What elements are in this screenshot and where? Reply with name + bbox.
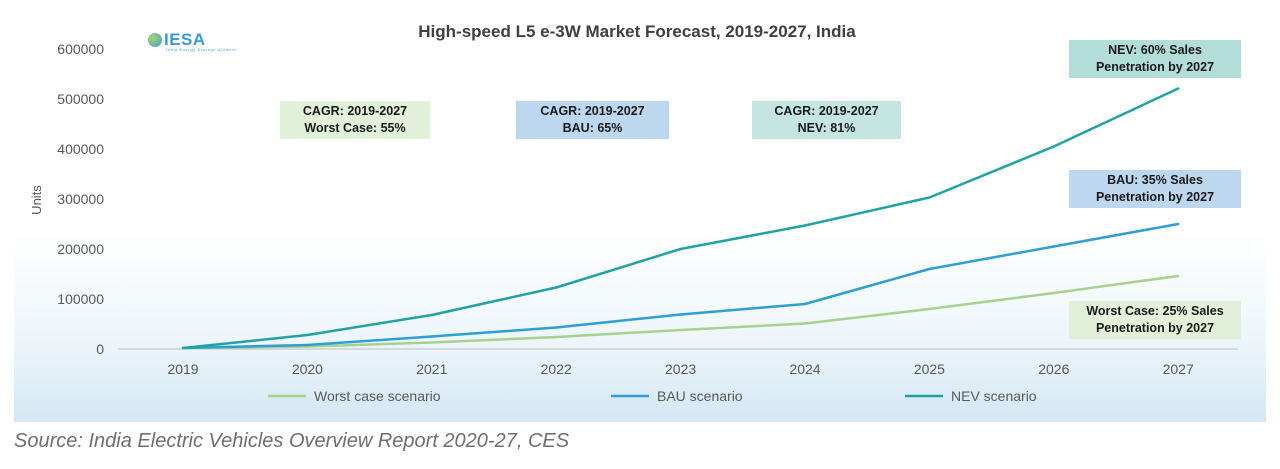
logo-globe-icon	[148, 33, 162, 47]
bau-data-point	[306, 343, 309, 347]
worst-data-point	[679, 328, 682, 332]
y-tick-label: 600000	[57, 41, 104, 57]
cagr-bau-box: CAGR: 2019-2027 BAU: 65%	[516, 101, 669, 139]
chart-panel	[14, 0, 1266, 422]
x-tick-label: 2021	[416, 361, 447, 377]
cagr-nev-box: CAGR: 2019-2027 NEV: 81%	[752, 101, 901, 139]
bau-sales-line1: BAU: 35% Sales	[1107, 173, 1203, 187]
worst-data-point	[928, 307, 931, 311]
cagr-nev-line2: NEV: 81%	[797, 121, 856, 135]
nev-data-point	[555, 286, 558, 289]
bau-data-point	[928, 267, 931, 271]
bau-data-point	[1177, 222, 1180, 226]
iesa-logo: IESA India Energy Storage Alliance	[148, 30, 236, 52]
cagr-bau-line1: CAGR: 2019-2027	[540, 104, 645, 118]
x-tick-label: 2024	[789, 361, 820, 377]
y-axis-label: Units	[29, 185, 44, 215]
x-tick-label: 2019	[167, 361, 198, 377]
y-tick-label: 400000	[57, 141, 104, 157]
bau-data-point	[1052, 245, 1056, 248]
nev-data-point	[181, 346, 185, 350]
x-tick-label: 2025	[914, 361, 945, 377]
nev-data-point	[1052, 145, 1056, 148]
worst-data-point	[1052, 291, 1056, 295]
worst-data-point	[555, 335, 558, 339]
y-tick-label: 500000	[57, 91, 104, 107]
legend: Worst case scenario BAU scenario NEV scena…	[268, 388, 1037, 404]
nev-sales-line2: Penetration by 2027	[1095, 60, 1215, 74]
nev-legend-label: NEV scenario	[951, 388, 1037, 404]
cagr-worst-line1: CAGR: 2019-2027	[302, 104, 408, 118]
nev-sales-box: NEV: 60% Sales Penetration by 2027	[1069, 40, 1241, 78]
bau-sales-box: BAU: 35% Sales Penetration by 2027	[1069, 170, 1241, 208]
logo-tagline: India Energy Storage Alliance	[166, 47, 237, 52]
worst-series-line	[182, 274, 1179, 350]
worst-legend-label: Worst case scenario	[314, 388, 441, 404]
nev-data-point	[306, 333, 309, 337]
bau-legend-label: BAU scenario	[657, 388, 743, 404]
x-tick-label: 2022	[541, 361, 572, 377]
y-axis-ticks: 0 100000 200000 300000 400000 500000 600000	[57, 41, 104, 357]
worst-data-point	[430, 341, 433, 344]
nev-data-point	[679, 247, 682, 251]
y-tick-label: 200000	[57, 241, 104, 257]
y-tick-label: 0	[96, 341, 104, 357]
logo-text: IESA	[164, 30, 206, 49]
cagr-worst-line2: Worst Case: 55%	[304, 121, 406, 135]
worst-sales-box: Worst Case: 25% Sales Penetration by 202…	[1069, 301, 1241, 339]
bau-sales-line2: Penetration by 2027	[1095, 190, 1215, 204]
x-tick-label: 2027	[1163, 361, 1194, 377]
worst-data-point	[1177, 274, 1180, 278]
cagr-nev-line1: CAGR: 2019-2027	[774, 104, 879, 118]
bau-data-point	[803, 302, 807, 306]
series-lines	[181, 87, 1180, 350]
worst-sales-line2: Penetration by 2027	[1095, 321, 1215, 335]
worst-sales-line1: Worst Case: 25% Sales	[1086, 304, 1224, 318]
x-axis-ticks: 2019 2020 2021 2022 2023 2024 2025 2026 2027	[167, 361, 1194, 377]
chart-title: High-speed L5 e-3W Market Forecast, 2019…	[418, 22, 856, 41]
cagr-worst-box: CAGR: 2019-2027 Worst Case: 55%	[280, 101, 430, 139]
x-tick-label: 2020	[292, 361, 323, 377]
x-tick-label: 2023	[665, 361, 696, 377]
nev-data-point	[928, 196, 931, 199]
y-tick-label: 300000	[57, 191, 104, 207]
bau-data-point	[679, 313, 682, 316]
x-tick-label: 2026	[1038, 361, 1069, 377]
source-caption: Source: India Electric Vehicles Overview…	[14, 430, 570, 452]
nev-data-point	[1177, 87, 1180, 90]
nev-data-point	[430, 313, 433, 317]
y-tick-label: 100000	[57, 291, 104, 307]
worst-data-point	[803, 322, 807, 325]
bau-data-point	[555, 326, 558, 329]
nev-sales-line1: NEV: 60% Sales	[1108, 43, 1202, 57]
nev-data-point	[803, 224, 807, 227]
cagr-bau-line2: BAU: 65%	[562, 121, 623, 135]
bau-data-point	[430, 335, 433, 338]
